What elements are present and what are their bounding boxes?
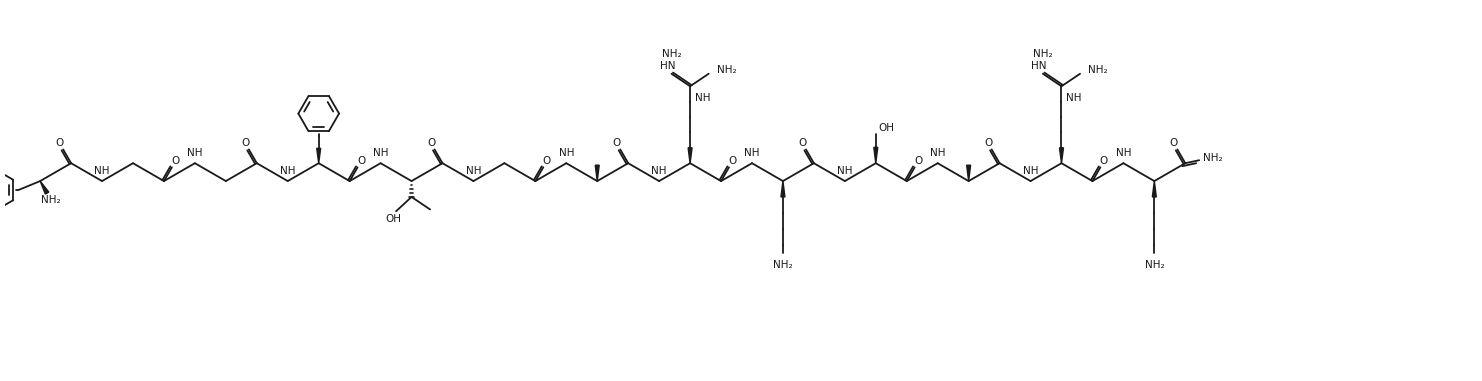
Text: NH: NH [559, 148, 574, 158]
Text: NH₂: NH₂ [1033, 49, 1052, 59]
Text: O: O [542, 156, 551, 166]
Text: NH: NH [465, 166, 482, 176]
Text: HN: HN [1031, 61, 1046, 71]
Text: O: O [728, 156, 737, 166]
Text: NH: NH [280, 166, 295, 176]
Text: NH: NH [695, 93, 710, 103]
Text: O: O [357, 156, 365, 166]
Polygon shape [688, 148, 692, 163]
Polygon shape [1153, 181, 1156, 197]
Text: NH₂: NH₂ [661, 49, 682, 59]
Text: NH: NH [1023, 166, 1039, 176]
Text: NH₂: NH₂ [1203, 153, 1223, 163]
Polygon shape [40, 181, 49, 194]
Text: O: O [172, 156, 179, 166]
Text: NH: NH [837, 166, 852, 176]
Polygon shape [781, 181, 785, 197]
Text: NH₂: NH₂ [41, 195, 61, 205]
Text: HN: HN [659, 61, 676, 71]
Text: NH₂: NH₂ [1088, 65, 1107, 75]
Polygon shape [1060, 148, 1064, 163]
Text: NH: NH [373, 148, 388, 158]
Text: O: O [1169, 138, 1178, 149]
Polygon shape [317, 148, 320, 163]
Text: NH: NH [1116, 148, 1131, 158]
Text: NH₂: NH₂ [774, 261, 793, 271]
Polygon shape [874, 147, 877, 163]
Text: NH: NH [652, 166, 667, 176]
Text: O: O [427, 138, 436, 149]
Text: O: O [55, 138, 64, 149]
Text: O: O [612, 138, 621, 149]
Text: NH₂: NH₂ [717, 65, 737, 75]
Text: NH: NH [187, 148, 203, 158]
Text: OH: OH [385, 214, 402, 224]
Polygon shape [966, 165, 971, 181]
Text: O: O [1100, 156, 1109, 166]
Text: O: O [242, 138, 249, 149]
Text: OH: OH [879, 123, 895, 133]
Text: NH₂: NH₂ [1144, 261, 1165, 271]
Polygon shape [596, 165, 599, 181]
Text: NH: NH [1067, 93, 1082, 103]
Text: O: O [984, 138, 993, 149]
Text: NH: NH [929, 148, 946, 158]
Text: NH: NH [95, 166, 110, 176]
Text: NH: NH [744, 148, 760, 158]
Text: O: O [914, 156, 922, 166]
Text: O: O [799, 138, 806, 149]
